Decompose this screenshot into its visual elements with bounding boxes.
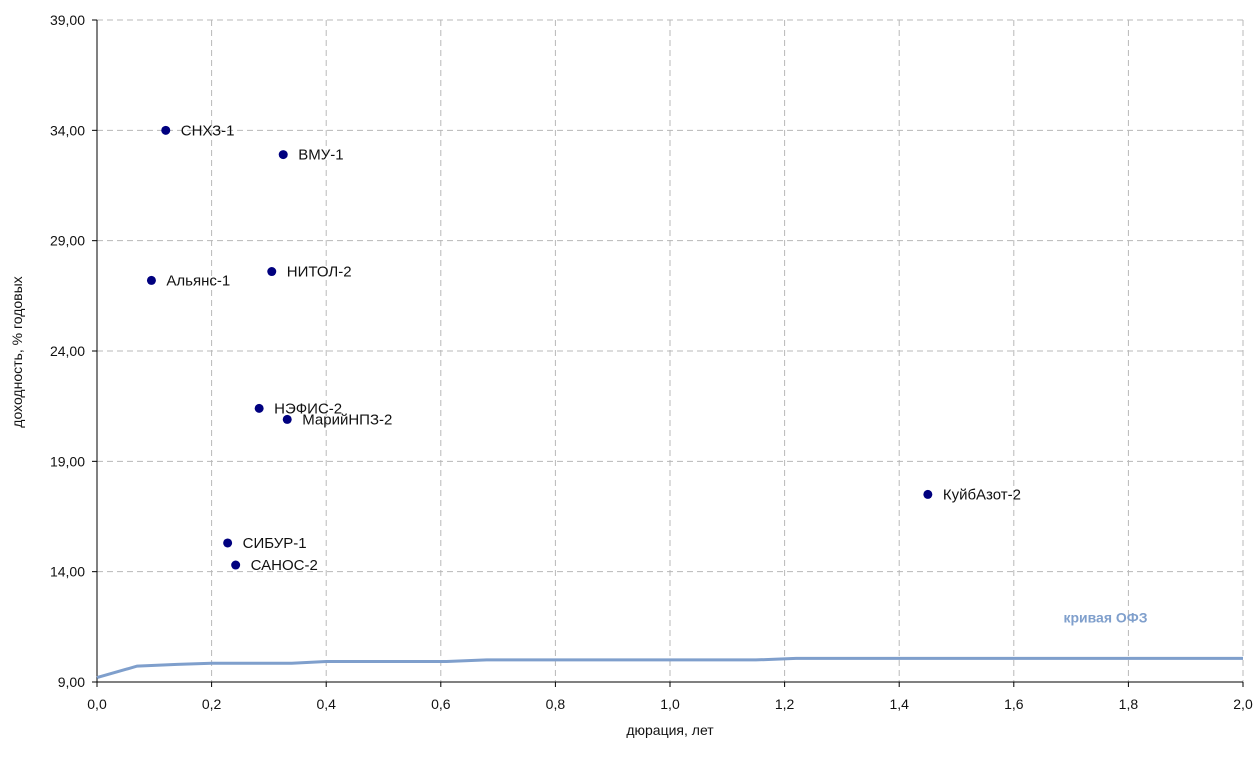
data-point — [231, 560, 241, 570]
x-tick-label: 0,6 — [431, 696, 451, 712]
data-point — [161, 125, 171, 135]
x-tick-label: 1,6 — [1004, 696, 1024, 712]
data-point-label: НИТОЛ-2 — [287, 264, 352, 281]
data-point-label: Альянс-1 — [166, 272, 230, 289]
grid — [97, 19, 1244, 682]
x-tick-labels: 0,0 0,2 0,4 0,6 0,8 1,0 1,2 1,4 1,6 1,8 2,0 — [87, 696, 1253, 712]
data-point — [146, 275, 156, 285]
y-tick-label: 34,00 — [50, 122, 85, 138]
y-tick-label: 29,00 — [50, 233, 85, 249]
x-tick-label: 0,4 — [316, 696, 336, 712]
y-tick-label: 19,00 — [50, 453, 85, 469]
axes — [92, 19, 1244, 687]
x-tick-label: 1,8 — [1119, 696, 1139, 712]
data-point-label: КуйбАзот-2 — [943, 486, 1021, 503]
y-tick-label: 9,00 — [58, 674, 85, 690]
y-tick-label: 14,00 — [50, 564, 85, 580]
x-tick-label: 2,0 — [1233, 696, 1253, 712]
y-tick-label: 24,00 — [50, 343, 85, 359]
data-point-label: СНХЗ-1 — [181, 122, 235, 139]
x-axis-label: дюрация, лет — [626, 722, 714, 738]
data-point-label: МарийНПЗ-2 — [302, 411, 392, 428]
data-point-label: СИБУР-1 — [243, 535, 307, 552]
data-point — [923, 489, 933, 499]
data-point-label: НЭФИС-2 — [274, 400, 342, 417]
y-tick-label: 39,00 — [50, 12, 85, 28]
data-point-label: САНОС-2 — [251, 557, 318, 574]
y-tick-labels: 9,00 14,00 19,00 24,00 29,00 34,00 39,00 — [50, 12, 85, 690]
data-point — [267, 267, 277, 277]
ofz-curve: кривая ОФЗ — [96, 609, 1243, 680]
data-points: СНХЗ-1 ВМУ-1 НИТОЛ-2 Альянс-1 НЭФИС-2МарийНП… — [146, 122, 1021, 574]
data-point — [254, 403, 264, 413]
data-point — [282, 414, 292, 424]
data-point-label: ВМУ-1 — [298, 147, 343, 164]
data-point — [223, 538, 233, 548]
x-tick-label: 0,0 — [87, 696, 107, 712]
x-tick-label: 1,0 — [660, 696, 680, 712]
ofz-curve-line — [96, 656, 1243, 680]
data-point — [278, 150, 288, 160]
x-tick-label: 0,2 — [202, 696, 222, 712]
ofz-curve-label: кривая ОФЗ — [1063, 609, 1147, 625]
x-tick-label: 1,2 — [775, 696, 795, 712]
y-axis-label: доходность, % годовых — [9, 276, 25, 427]
x-tick-label: 1,4 — [889, 696, 909, 712]
x-tick-label: 0,8 — [546, 696, 566, 712]
